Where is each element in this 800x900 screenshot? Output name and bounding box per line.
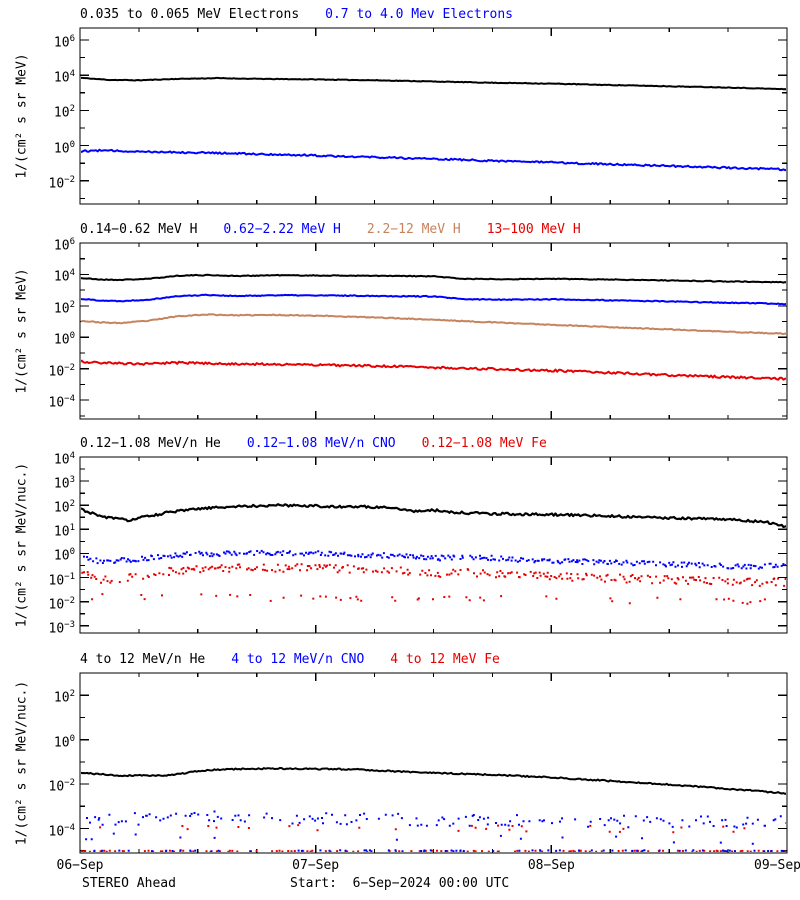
y-tick-label: 10−4	[0, 391, 76, 411]
y-tick-label: 104	[0, 448, 75, 468]
y-tick-label: 102	[0, 297, 75, 317]
y-tick-label: 103	[0, 472, 75, 492]
legend-item: 4 to 12 MeV Fe	[390, 652, 500, 667]
y-tick-base: 10	[53, 70, 70, 86]
y-tick-exponent: −3	[64, 619, 75, 630]
legend-item: 0.12−1.08 MeV Fe	[421, 436, 547, 451]
legend-item: 2.2−12 MeV H	[366, 222, 461, 237]
y-tick-exponent: 2	[69, 299, 75, 310]
y-tick-exponent: 6	[69, 237, 75, 247]
y-tick-exponent: 2	[69, 689, 75, 700]
y-tick-exponent: 6	[69, 33, 75, 44]
y-tick-base: 10	[48, 572, 65, 588]
y-tick-exponent: −2	[64, 174, 75, 185]
y-tick-base: 10	[48, 823, 65, 839]
y-tick-base: 10	[53, 35, 70, 51]
y-tick-base: 10	[53, 238, 70, 254]
legend-item: 0.035 to 0.065 MeV Electrons	[80, 7, 300, 22]
y-tick-label: 10−3	[0, 617, 76, 637]
y-tick-label: 102	[0, 101, 75, 121]
y-tick-base: 10	[53, 105, 70, 121]
y-tick-exponent: 0	[69, 139, 75, 150]
y-tick-exponent: 2	[69, 499, 75, 510]
y-tick-exponent: 4	[69, 69, 75, 80]
y-tick-base: 10	[53, 690, 70, 706]
y-tick-exponent: 0	[69, 547, 75, 558]
y-tick-exponent: −2	[64, 778, 75, 789]
panel-protons-legend: 0.14−0.62 MeV H 0.62−2.22 MeV H 2.2−12 MeV…	[80, 222, 581, 238]
legend-item: 0.12−1.08 MeV/n He	[80, 436, 221, 451]
y-tick-base: 10	[53, 332, 70, 348]
y-tick-exponent: −4	[64, 394, 75, 405]
y-tick-label: 10−2	[0, 172, 76, 192]
y-tick-base: 10	[53, 269, 70, 285]
legend-item: 0.7 to 4.0 Mev Electrons	[325, 7, 513, 22]
legend-item: 13−100 MeV H	[486, 222, 581, 237]
y-tick-exponent: 4	[69, 451, 75, 461]
y-tick-base: 10	[48, 596, 65, 612]
y-tick-label: 102	[0, 496, 75, 516]
y-tick-label: 104	[0, 265, 75, 285]
legend-item: 0.12−1.08 MeV/n CNO	[246, 436, 396, 451]
y-tick-base: 10	[53, 524, 70, 540]
legend-item: 4 to 12 MeV/n He	[80, 652, 206, 667]
y-tick-exponent: 0	[69, 331, 75, 342]
y-tick-exponent: 2	[69, 104, 75, 115]
x-tick-label: 06−Sep	[56, 858, 104, 873]
x-tick-label: 09−Sep	[754, 858, 800, 873]
x-tick-label: 08−Sep	[527, 858, 575, 873]
legend-item: 0.62−2.22 MeV H	[223, 222, 341, 237]
y-tick-exponent: 1	[69, 523, 75, 534]
y-tick-label: 100	[0, 731, 75, 751]
panel-electrons-legend: 0.035 to 0.065 MeV Electrons 0.7 to 4.0 M…	[80, 7, 513, 23]
y-tick-base: 10	[53, 500, 70, 516]
y-tick-label: 10−2	[0, 775, 76, 795]
y-tick-exponent: −2	[64, 362, 75, 373]
footer-spacecraft: STEREO Ahead	[82, 876, 176, 891]
y-tick-base: 10	[53, 476, 70, 492]
y-tick-label: 100	[0, 137, 75, 157]
legend-item: 4 to 12 MeV/n CNO	[231, 652, 365, 667]
y-tick-base: 10	[48, 364, 65, 380]
y-tick-base: 10	[53, 452, 70, 468]
y-tick-base: 10	[53, 734, 70, 750]
y-tick-base: 10	[53, 548, 70, 564]
y-tick-base: 10	[48, 176, 65, 192]
y-tick-exponent: 4	[69, 268, 75, 279]
y-tick-label: 10−2	[0, 360, 76, 380]
y-tick-label: 102	[0, 686, 75, 706]
y-tick-base: 10	[53, 301, 70, 317]
y-tick-base: 10	[48, 395, 65, 411]
y-tick-base: 10	[48, 621, 65, 637]
y-tick-exponent: −4	[64, 822, 75, 833]
y-tick-base: 10	[48, 779, 65, 795]
y-tick-label: 100	[0, 544, 75, 564]
y-tick-label: 104	[0, 66, 75, 86]
y-tick-label: 10−1	[0, 569, 76, 589]
y-tick-exponent: −1	[64, 571, 75, 582]
y-tick-base: 10	[53, 140, 70, 156]
y-tick-label: 100	[0, 328, 75, 348]
y-tick-exponent: 0	[69, 733, 75, 744]
y-tick-label: 106	[0, 31, 75, 51]
footer-start-time: Start: 6−Sep−2024 00:00 UTC	[290, 876, 510, 891]
panel-heavy-ions-low-legend: 0.12−1.08 MeV/n He 0.12−1.08 MeV/n CNO 0.1…	[80, 436, 547, 452]
x-tick-label: 07−Sep	[292, 858, 340, 873]
y-tick-exponent: −2	[64, 595, 75, 606]
y-tick-exponent: 3	[69, 475, 75, 486]
y-tick-label: 101	[0, 520, 75, 540]
y-tick-label: 106	[0, 234, 75, 254]
y-tick-label: 10−4	[0, 820, 76, 840]
y-tick-label: 10−2	[0, 593, 76, 613]
panel-heavy-ions-high-legend: 4 to 12 MeV/n He 4 to 12 MeV/n CNO 4 to 12…	[80, 652, 500, 668]
legend-item: 0.14−0.62 MeV H	[80, 222, 198, 237]
